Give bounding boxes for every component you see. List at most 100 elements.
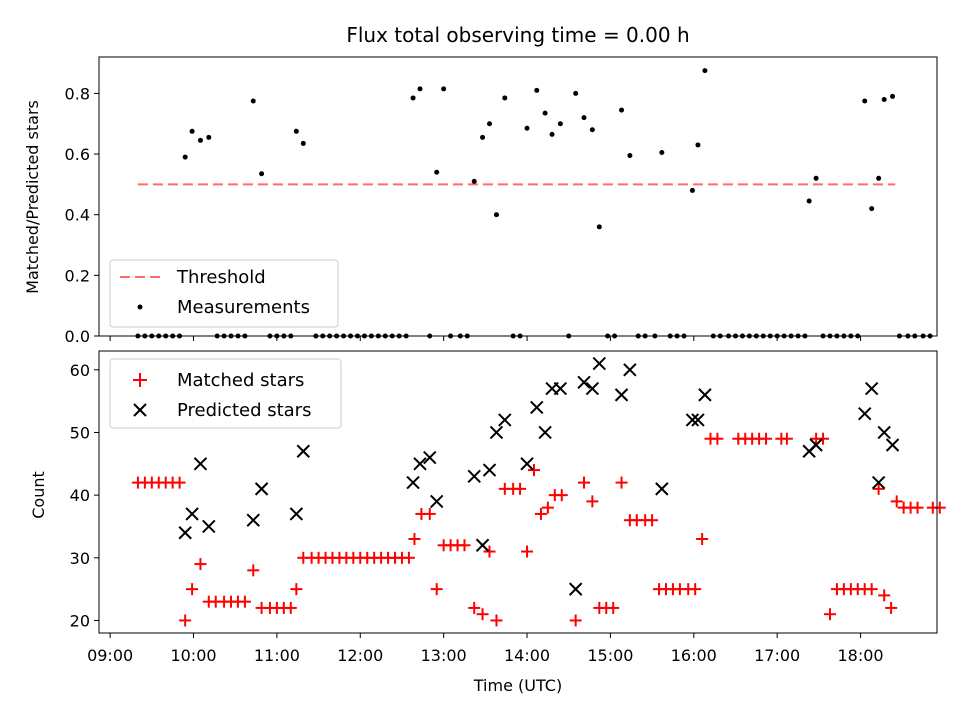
- predicted-x-b: [475, 538, 490, 552]
- predicted-star-point: [202, 519, 216, 534]
- predicted-star-point: [482, 463, 497, 477]
- predicted-x-b: [202, 519, 216, 534]
- predicted-x-b: [538, 425, 552, 440]
- matched-star-point: [541, 501, 554, 514]
- predicted-star-point: [885, 438, 900, 452]
- measurement-point: [524, 125, 530, 131]
- matched-star-point: [468, 601, 481, 614]
- bottom-panel: Count Time (UTC) 20 30 40 50 60 09:00 10:00 11:…: [29, 350, 946, 695]
- measurement-point: [259, 171, 265, 177]
- top-y-tick-label: 0.0: [65, 327, 90, 346]
- legend-matched-label: Matched stars: [177, 370, 304, 391]
- measurement-point: [619, 107, 625, 113]
- matched-star-point: [933, 501, 946, 514]
- matched-star-point: [534, 507, 547, 520]
- legend-predicted-swatch: [133, 403, 147, 417]
- bottom-x-tick-label: 16:00: [671, 646, 717, 665]
- measurement-point: [549, 131, 555, 137]
- matched-star-point: [780, 432, 793, 445]
- legend-measurements-swatch: [137, 304, 143, 310]
- matched-star-point: [247, 564, 260, 577]
- measurement-point: [806, 198, 812, 204]
- predicted-x-b: [809, 438, 823, 452]
- top-y-tick-label: 0.4: [65, 206, 90, 225]
- top-axes: 0.0 0.2 0.4 0.6 0.8: [65, 56, 938, 346]
- matched-star-point: [865, 583, 878, 596]
- matched-star-point: [607, 601, 620, 614]
- legend-predicted-label: Predicted stars: [177, 400, 311, 421]
- matched-star-point: [878, 589, 891, 602]
- predicted-star-point: [655, 482, 669, 496]
- predicted-star-point: [254, 482, 269, 496]
- predicted-x-b: [289, 507, 304, 521]
- measurement-point: [493, 212, 499, 218]
- bottom-x-tick-label: 09:00: [87, 646, 133, 665]
- matched-star-point: [527, 464, 540, 477]
- bottom-x-tick-label: 11:00: [254, 646, 300, 665]
- predicted-x-b: [429, 494, 444, 509]
- predicted-star-point: [185, 507, 199, 521]
- predicted-x-b: [489, 425, 504, 440]
- predicted-star-point: [858, 406, 872, 421]
- bottom-x-tick-label: 13:00: [421, 646, 467, 665]
- measurement-point: [573, 90, 579, 96]
- predicted-x-b: [858, 406, 872, 421]
- predicted-x-b: [614, 388, 629, 402]
- measurement-point: [534, 87, 540, 93]
- predicted-star-point: [178, 526, 192, 540]
- measurement-point: [589, 127, 595, 133]
- predicted-x-b: [296, 444, 310, 458]
- predicted-x-b: [691, 413, 705, 427]
- measurement-point: [410, 95, 416, 101]
- top-panel: Flux total observing time = 0.00 h Match…: [23, 23, 938, 346]
- measurement-point: [502, 95, 508, 101]
- measurement-point: [206, 134, 212, 140]
- predicted-x-b: [520, 457, 534, 471]
- matched-star-point: [760, 432, 773, 445]
- bottom-y-tick-label: 20: [70, 611, 90, 630]
- predicted-x-b: [423, 450, 437, 465]
- matched-star-point: [458, 539, 471, 552]
- predicted-star-point: [289, 507, 304, 521]
- matched-star-point: [646, 514, 659, 527]
- bottom-x-tick-label: 18:00: [838, 646, 884, 665]
- matched-star-point: [402, 551, 415, 564]
- matched-star-point: [521, 545, 534, 558]
- predicted-star-point: [413, 457, 427, 471]
- predicted-star-point: [498, 413, 512, 427]
- bottom-y-tick-label: 40: [70, 486, 90, 505]
- top-legend: Threshold Measurements: [109, 259, 339, 328]
- predicted-star-point: [577, 375, 591, 390]
- predicted-star-point: [585, 381, 600, 396]
- matched-star-point: [238, 595, 251, 608]
- bottom-y-tick-label: 30: [70, 549, 90, 568]
- measurement-point: [581, 115, 587, 121]
- predicted-x-b: [406, 475, 420, 490]
- predicted-star-point: [623, 363, 637, 377]
- predicted-star-point: [489, 425, 504, 440]
- bottom-x-tick-label: 15:00: [587, 646, 633, 665]
- bottom-legend: Matched stars Predicted stars: [109, 358, 342, 429]
- measurement-point: [471, 178, 477, 184]
- measurement-point: [627, 153, 633, 159]
- measurement-point: [182, 154, 188, 160]
- matched-star-point: [173, 476, 186, 489]
- predicted-x-b: [467, 469, 481, 484]
- matched-star-point: [514, 482, 527, 495]
- predicted-star-point: [691, 413, 705, 427]
- measurement-point: [197, 137, 203, 143]
- matched-star-point: [423, 507, 436, 520]
- matched-star-point: [476, 608, 489, 621]
- legend-measurements-label: Measurements: [177, 297, 310, 318]
- matched-star-point: [885, 601, 898, 614]
- matched-star-point: [823, 608, 836, 621]
- predicted-x-b: [864, 381, 879, 396]
- measurement-point: [689, 187, 695, 193]
- matched-star-point: [578, 476, 591, 489]
- measurement-point: [293, 128, 299, 134]
- predicted-star-point: [614, 388, 629, 402]
- bottom-y-tick-label: 60: [70, 361, 90, 380]
- predicted-x-b: [185, 507, 199, 521]
- predicted-x-b: [553, 381, 568, 396]
- predicted-star-point: [467, 469, 481, 484]
